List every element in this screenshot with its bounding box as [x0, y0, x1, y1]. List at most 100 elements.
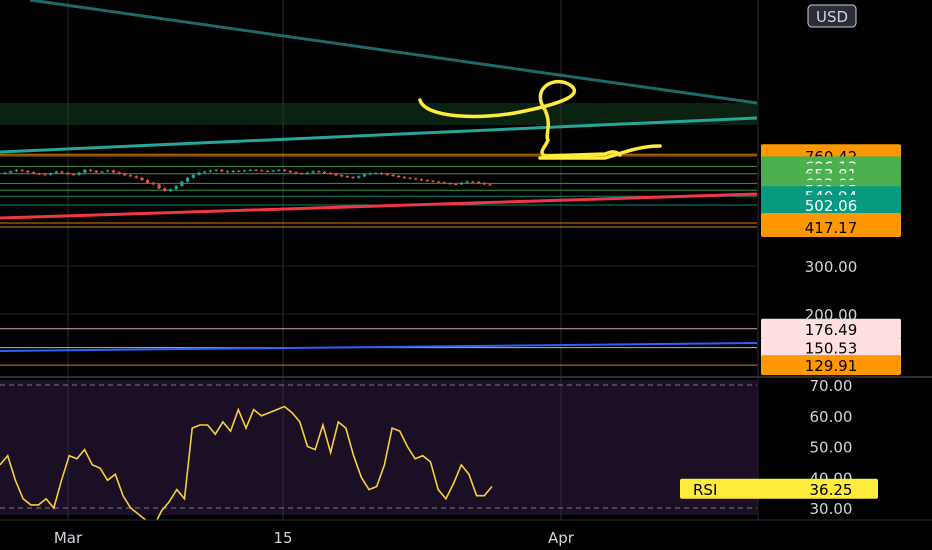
rsi-background: [0, 380, 757, 515]
candle-body: [471, 181, 475, 183]
candlestick-series: [3, 168, 492, 192]
candle-body: [191, 174, 195, 178]
rsi-value-tag[interactable]: RSI 36.25: [680, 478, 878, 499]
candle-body: [459, 182, 464, 185]
candle-body: [14, 170, 19, 172]
price-axis-tick: 300.00: [805, 258, 858, 276]
currency-tag[interactable]: USD: [807, 4, 857, 28]
candle-body: [408, 177, 412, 179]
candle-body: [214, 169, 218, 171]
time-axis-tick: Apr: [548, 529, 575, 547]
time-axis[interactable]: Mar 15 Apr: [0, 519, 932, 550]
candle-body: [288, 170, 292, 173]
candle-body: [43, 174, 47, 176]
candle-body: [465, 181, 469, 183]
candle-body: [448, 183, 452, 185]
candle-body: [425, 180, 429, 182]
trend-lines[interactable]: [0, 0, 758, 352]
candle-body: [231, 170, 235, 172]
price-tag-label: 129.91: [805, 357, 858, 375]
candle-body: [328, 173, 332, 175]
candle-body: [49, 173, 53, 175]
ascending-trendline[interactable]: [0, 116, 758, 154]
candle-body: [357, 176, 361, 178]
time-axis-background: [0, 520, 932, 550]
price-axis-tick: 200.00: [805, 306, 858, 324]
candle-body: [311, 171, 315, 173]
price-tag-label: 502.06: [805, 197, 858, 215]
candle-body: [391, 174, 395, 176]
candle-body: [305, 172, 310, 174]
candle-body: [397, 175, 401, 178]
price-tag[interactable]: 176.49: [761, 318, 901, 339]
candle-body: [379, 173, 384, 175]
price-tag[interactable]: 129.91: [761, 355, 901, 376]
price-tag-box: [761, 318, 901, 339]
candle-body: [345, 176, 349, 178]
rsi-pane: [0, 384, 757, 528]
price-tag[interactable]: 150.53: [761, 337, 901, 358]
candle-body: [88, 169, 93, 171]
candle-body: [368, 173, 372, 175]
candle-body: [100, 171, 104, 173]
freehand-drawing[interactable]: [418, 79, 662, 160]
candle-body: [374, 173, 378, 175]
candle-body: [442, 182, 446, 184]
candle-body: [454, 183, 458, 185]
candle-body: [20, 170, 24, 171]
candle-body: [94, 170, 98, 173]
candle-body: [334, 173, 338, 176]
candle-body: [237, 170, 241, 172]
candle-body: [140, 177, 144, 181]
lower-trendline[interactable]: [0, 342, 758, 352]
rsi-axis-tick: 30.00: [810, 500, 853, 518]
price-tag-box: [761, 337, 901, 358]
rsi-indicator-value: 36.25: [810, 481, 853, 499]
candle-body: [294, 172, 298, 174]
long-term-trendline[interactable]: [0, 192, 758, 220]
rsi-line: [0, 405, 493, 528]
grid-layer: [0, 0, 757, 520]
candle-body: [60, 171, 64, 173]
candle-body: [151, 182, 155, 185]
candle-body: [437, 181, 441, 183]
price-axis[interactable]: 770.97760.42696.13653.81603.01569.15540.…: [761, 144, 901, 376]
candle-body: [248, 169, 252, 171]
candle-body: [111, 170, 116, 173]
price-tag-label: 417.17: [805, 219, 858, 237]
price-tag-label: 150.53: [805, 340, 858, 358]
candle-body: [123, 173, 127, 176]
price-tag-box: [761, 195, 901, 216]
rsi-tag-box: [680, 478, 878, 499]
candle-body: [106, 170, 110, 172]
candle-body: [174, 185, 178, 190]
candle-body: [419, 179, 424, 181]
candle-body: [300, 173, 304, 175]
candle-body: [203, 171, 207, 173]
horizontal-level-lines[interactable]: [0, 153, 757, 366]
descending-trendline[interactable]: [29, 0, 758, 105]
candle-body: [168, 189, 173, 191]
candle-body: [265, 170, 270, 172]
candle-body: [271, 170, 275, 172]
candle-body: [385, 174, 389, 176]
candle-body: [317, 171, 321, 173]
candle-body: [134, 176, 138, 178]
candle-body: [488, 184, 492, 186]
price-tag-box: [761, 355, 901, 376]
candle-body: [128, 175, 133, 177]
rsi-indicator-name: RSI: [693, 481, 717, 499]
yellow-annotation-stroke[interactable]: [418, 79, 662, 160]
candle-body: [185, 177, 190, 182]
price-tag[interactable]: 417.17: [761, 216, 901, 237]
candle-body: [117, 172, 121, 174]
candle-body: [225, 171, 230, 173]
candle-body: [476, 181, 481, 184]
price-tag[interactable]: 502.06: [761, 195, 901, 216]
candle-body: [31, 172, 36, 174]
candle-body: [277, 169, 281, 171]
candle-body: [322, 171, 327, 174]
candle-body: [83, 169, 87, 173]
